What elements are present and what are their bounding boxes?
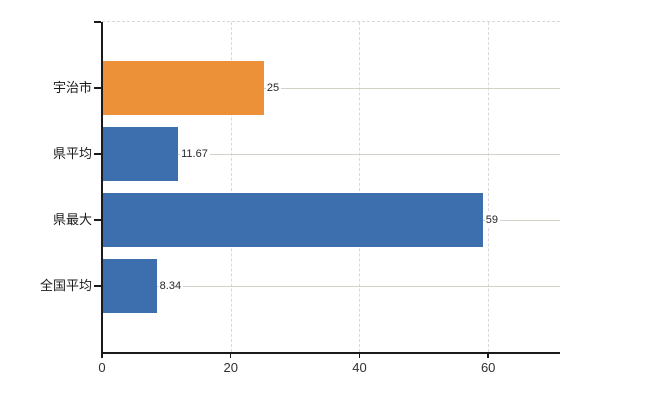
x-tick-label: 0 (98, 360, 106, 375)
x-tick-label: 20 (223, 360, 238, 375)
vertical-gridline (359, 22, 361, 352)
category-label: 県最大 (52, 212, 92, 227)
y-axis-tick (94, 87, 101, 89)
x-tick-label: 40 (352, 360, 367, 375)
y-axis-tick (94, 219, 101, 221)
x-axis-tick (101, 353, 103, 358)
bar-value-label: 25 (265, 81, 282, 95)
x-axis-tick (487, 353, 489, 358)
horizontal-gridline (103, 154, 560, 155)
category-label: 宇治市 (52, 80, 92, 95)
bar-value-label: 59 (484, 213, 500, 227)
bar-value-label: 11.67 (180, 147, 210, 161)
vertical-gridline (488, 22, 490, 352)
x-axis-tick (229, 353, 232, 358)
y-axis-line (101, 22, 103, 353)
y-axis-tick (94, 153, 101, 155)
x-axis-tick (358, 353, 361, 358)
vertical-gridline (230, 22, 232, 352)
bar-4 (103, 259, 157, 313)
plot-area-top-border (102, 21, 560, 22)
bar-value-label: 8.34 (158, 279, 184, 293)
category-label: 県平均 (52, 146, 92, 161)
horizontal-gridline (103, 286, 560, 287)
y-axis-tick (94, 285, 101, 287)
bar-1 (103, 61, 264, 115)
bar-2 (103, 127, 179, 181)
x-axis-line (101, 352, 560, 354)
y-axis-tick (94, 21, 101, 23)
x-tick-label: 60 (480, 360, 496, 375)
category-label: 全国平均 (39, 278, 92, 293)
bar-3 (103, 193, 483, 247)
horizontal-gridline (103, 88, 560, 89)
